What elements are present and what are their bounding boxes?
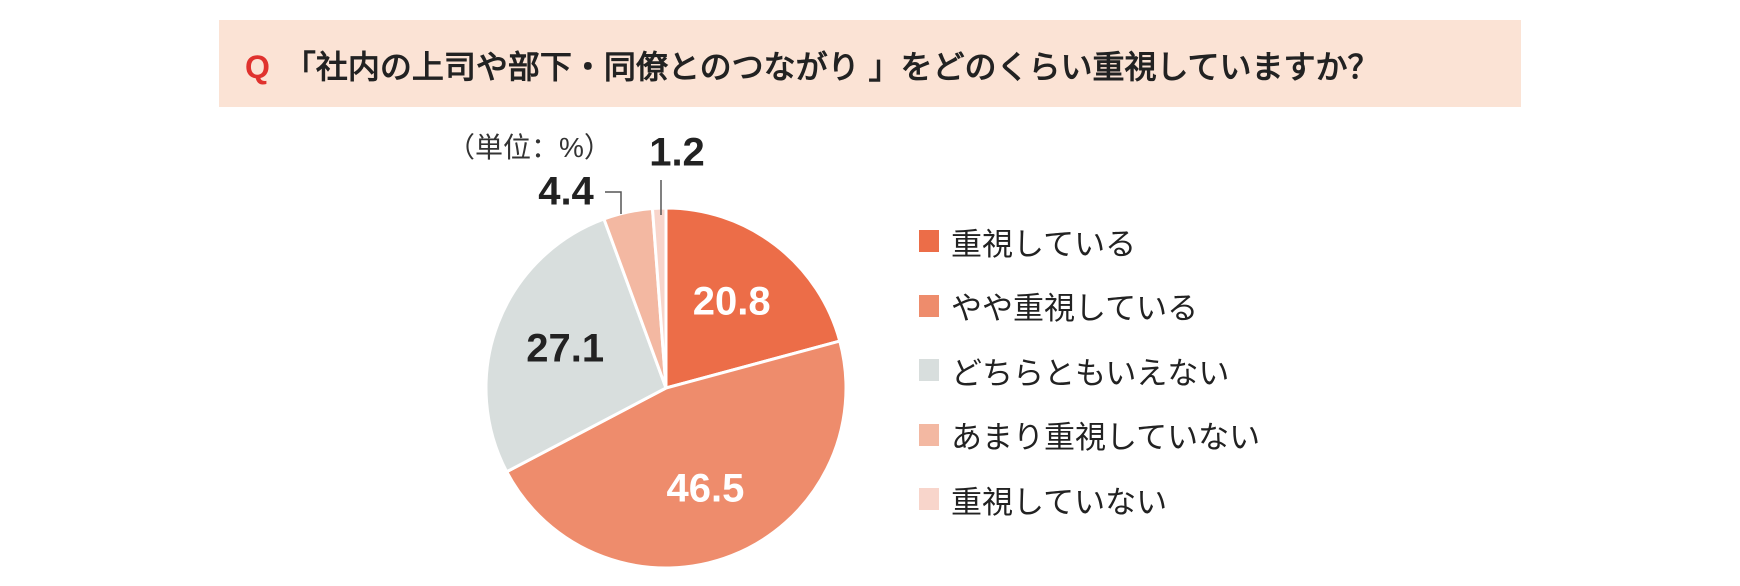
pie-slice (484, 217, 668, 474)
legend-swatch (919, 230, 939, 252)
slice-value-label: 27.1 (526, 326, 605, 371)
title-banner (219, 20, 1521, 107)
legend-item: あまり重視していない (919, 418, 1260, 455)
pie-slice (650, 206, 668, 389)
slice-value-label: 1.2 (649, 130, 705, 175)
legend-swatch (919, 294, 939, 317)
question-text: 「社内の上司や部下・同僚とのつながり 」をどのくらい重視していますか？ (283, 49, 1380, 85)
legend-label: あまり重視していない (951, 420, 1261, 455)
slice-value-label: 4.4 (538, 169, 594, 214)
legend-label: どちらともいえない (951, 355, 1230, 391)
chart-title: Q 「社内の上司や部下・同僚とのつながり 」をどのくらい重視していますか？ (245, 42, 1380, 88)
legend-item: どちらともいえない (919, 353, 1229, 391)
leader-line (605, 191, 622, 214)
legend-item: やや重視している (919, 289, 1198, 326)
legend-label: 重視している (951, 226, 1137, 262)
pie-slice (664, 206, 842, 390)
slice-value-label: 46.5 (666, 466, 745, 511)
legend-item: 重視している (919, 224, 1136, 262)
legend-swatch (919, 359, 939, 381)
slice-value-label: 20.8 (692, 279, 771, 324)
q-mark: Q (245, 49, 270, 85)
legend-item: 重視していない (919, 482, 1167, 520)
legend-label: 重視していない (951, 484, 1168, 520)
legend-swatch (919, 488, 939, 510)
legend-swatch (919, 423, 939, 446)
pie-slice (504, 339, 848, 570)
unit-label: （単位：%） (447, 132, 612, 163)
legend-label: やや重視している (951, 291, 1199, 326)
